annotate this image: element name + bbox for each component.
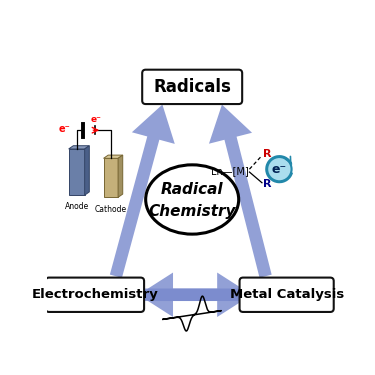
Text: Chemistry: Chemistry [148, 204, 236, 219]
Polygon shape [104, 155, 123, 158]
FancyBboxPatch shape [46, 278, 144, 312]
Text: Radical: Radical [161, 182, 224, 197]
Text: e⁻: e⁻ [272, 163, 287, 176]
Text: e⁻: e⁻ [58, 124, 70, 134]
FancyBboxPatch shape [142, 70, 242, 104]
Text: Cathode: Cathode [95, 204, 127, 213]
Polygon shape [85, 146, 89, 195]
Polygon shape [118, 155, 123, 197]
Text: R: R [263, 149, 272, 159]
Polygon shape [69, 149, 85, 195]
Text: e⁻: e⁻ [91, 115, 102, 124]
Text: Anode: Anode [64, 202, 89, 211]
Text: Electrochemistry: Electrochemistry [32, 288, 158, 301]
Text: Ln—[M]: Ln—[M] [211, 166, 249, 176]
Text: Radicals: Radicals [153, 78, 231, 96]
Text: R: R [263, 180, 272, 189]
Polygon shape [69, 146, 89, 149]
Ellipse shape [146, 165, 238, 234]
Text: Metal Catalysis: Metal Catalysis [230, 288, 344, 301]
Circle shape [267, 157, 292, 181]
Polygon shape [104, 158, 118, 197]
FancyBboxPatch shape [240, 278, 334, 312]
